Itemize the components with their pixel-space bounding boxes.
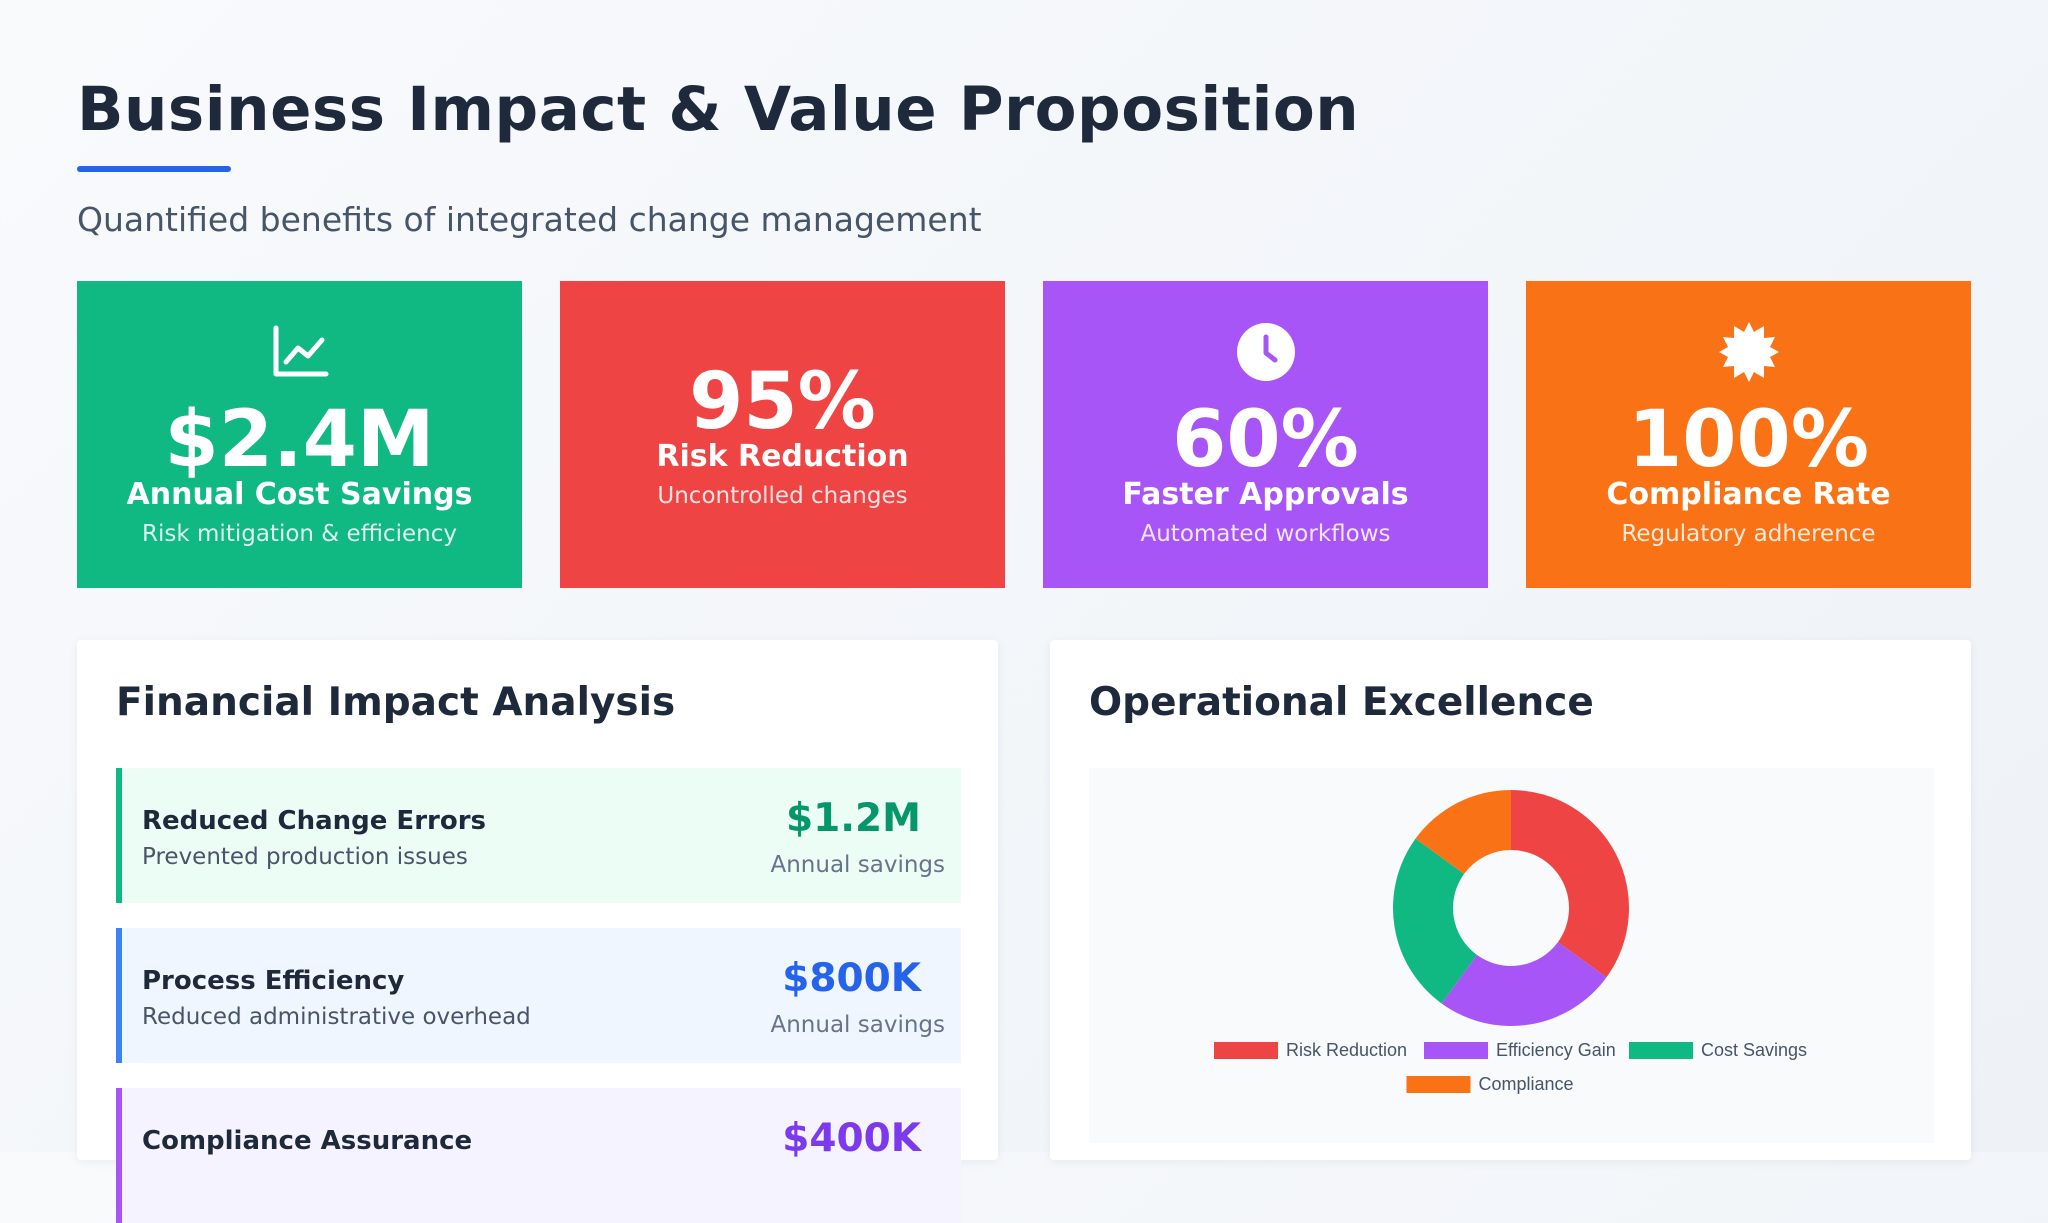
legend-swatch [1406, 1076, 1471, 1093]
donut-slice-risk-reduction [1511, 790, 1629, 978]
kpi-desc: Regulatory adherence [1621, 521, 1876, 547]
impact-item-compliance-assurance: Compliance Assurance $400K [116, 1088, 961, 1223]
kpi-label: Annual Cost Savings [126, 477, 473, 512]
chart-area: Risk Reduction Efficiency Gain Cost Saving… [1089, 768, 1934, 1143]
kpi-desc: Risk mitigation & efficiency [142, 521, 457, 547]
legend-item-compliance[interactable]: Compliance [1406, 1074, 1574, 1094]
item-desc: Reduced administrative overhead [142, 1004, 531, 1030]
legend-label: Risk Reduction [1286, 1040, 1407, 1060]
donut-chart: Risk Reduction Efficiency Gain Cost Saving… [1214, 790, 1807, 1094]
operational-excellence-panel: Operational Excellence Risk Reduction Eff… [1050, 640, 1971, 1160]
financial-impact-panel: Financial Impact Analysis Reduced Change… [77, 640, 998, 1223]
kpi-label: Compliance Rate [1606, 477, 1891, 512]
page-title: Business Impact & Value Proposition [77, 74, 1360, 145]
item-note: Annual savings [770, 852, 946, 878]
legend-swatch [1424, 1042, 1488, 1059]
item-title: Process Efficiency [142, 966, 405, 996]
kpi-value: 100% [1628, 395, 1869, 485]
item-value: $400K [782, 1116, 921, 1161]
page-subtitle: Quantified benefits of integrated change… [77, 200, 982, 239]
clock-icon [1043, 317, 1488, 387]
impact-item-change-errors: Reduced Change Errors Prevented producti… [116, 768, 961, 903]
panel-title: Financial Impact Analysis [116, 680, 676, 725]
legend-label: Efficiency Gain [1496, 1040, 1616, 1060]
legend-swatch [1629, 1042, 1693, 1059]
kpi-card-cost-savings: $2.4M Annual Cost Savings Risk mitigatio… [77, 281, 522, 588]
kpi-card-faster-approvals: 60% Faster Approvals Automated workflows [1043, 281, 1488, 588]
item-value: $1.2M [785, 796, 921, 841]
item-title: Compliance Assurance [142, 1126, 473, 1156]
legend-label: Cost Savings [1701, 1040, 1807, 1060]
kpi-value: 60% [1172, 395, 1359, 485]
kpi-card-compliance-rate: 100% Compliance Rate Regulatory adherenc… [1526, 281, 1971, 588]
certificate-badge-icon [1526, 317, 1971, 387]
kpi-value: 95% [689, 357, 876, 447]
legend-label: Compliance [1479, 1074, 1574, 1094]
kpi-card-risk-reduction: 95% Risk Reduction Uncontrolled changes [560, 281, 1005, 588]
item-note: Annual savings [770, 1012, 946, 1038]
donut-slice-efficiency-gain [1441, 942, 1607, 1026]
item-desc: Prevented production issues [142, 844, 468, 870]
legend-item-cost-savings[interactable]: Cost Savings [1629, 1040, 1807, 1060]
donut-slice-cost-savings [1393, 838, 1477, 1004]
kpi-desc: Uncontrolled changes [657, 483, 908, 509]
legend-item-risk-reduction[interactable]: Risk Reduction [1214, 1040, 1407, 1060]
panel-title: Operational Excellence [1089, 680, 1594, 725]
kpi-value: $2.4M [164, 395, 435, 485]
item-value: $800K [782, 956, 921, 1001]
kpi-desc: Automated workflows [1140, 521, 1391, 547]
impact-item-process-efficiency: Process Efficiency Reduced administrativ… [116, 928, 961, 1063]
title-underline [77, 166, 231, 172]
chart-line-icon [77, 317, 522, 387]
item-title: Reduced Change Errors [142, 806, 486, 836]
legend-item-efficiency-gain[interactable]: Efficiency Gain [1424, 1040, 1616, 1060]
kpi-label: Risk Reduction [656, 439, 909, 474]
legend-swatch [1214, 1042, 1278, 1059]
donut-slice-compliance [1415, 790, 1511, 874]
kpi-label: Faster Approvals [1122, 477, 1409, 512]
